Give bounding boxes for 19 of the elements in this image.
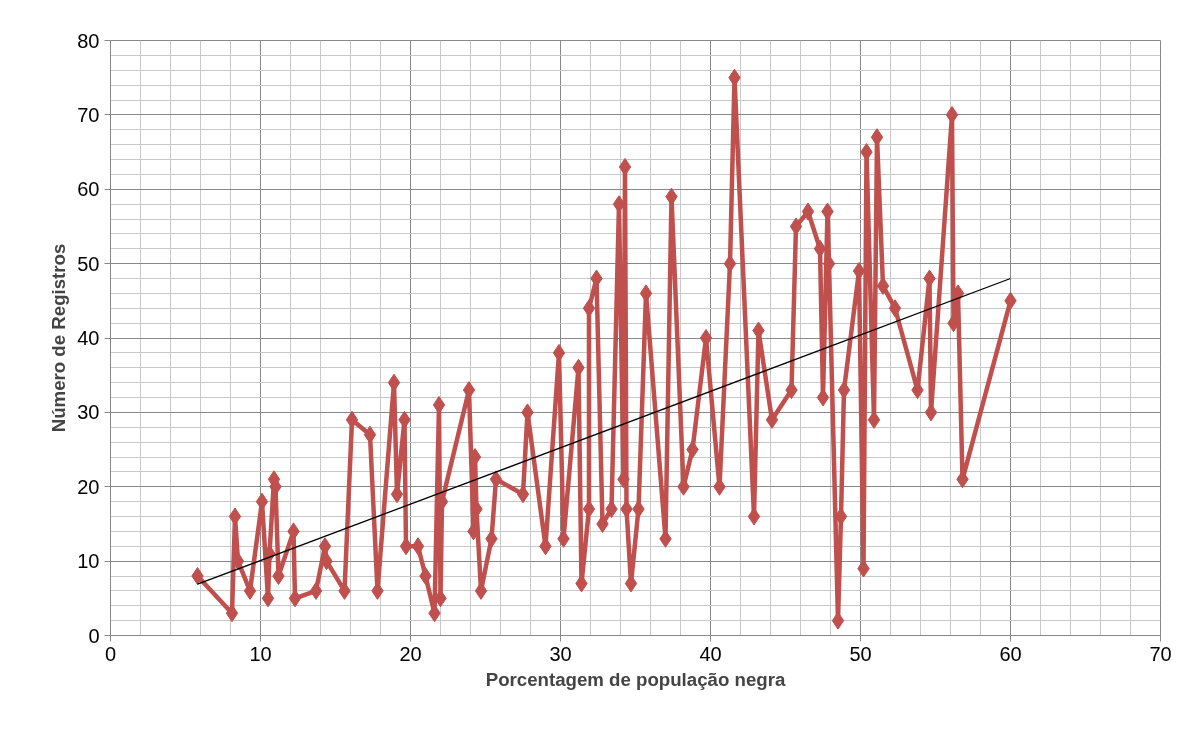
y-tick-label: 70 — [77, 103, 100, 126]
y-tick-label: 40 — [77, 327, 100, 349]
x-tick-label: 20 — [399, 642, 422, 665]
x-axis-title: Porcentagem de população negra — [485, 668, 786, 690]
x-tick-label: 50 — [849, 642, 872, 665]
y-tick-label: 30 — [77, 401, 100, 424]
x-tick-label: 10 — [249, 642, 272, 665]
y-axis-title: Número de Registros — [48, 243, 70, 433]
y-tick-label: 10 — [77, 550, 100, 573]
x-tick-label: 30 — [549, 642, 572, 665]
x-tick-label: 0 — [104, 642, 117, 665]
x-tick-label: 70 — [1149, 642, 1172, 665]
x-tick-label: 60 — [999, 642, 1022, 665]
y-tick-label: 80 — [77, 29, 100, 52]
x-tick-label: 40 — [699, 642, 722, 665]
y-tick-label: 0 — [88, 624, 100, 647]
y-tick-label: 20 — [77, 475, 100, 498]
y-tick-label: 50 — [77, 252, 100, 275]
y-tick-label: 60 — [77, 178, 100, 201]
